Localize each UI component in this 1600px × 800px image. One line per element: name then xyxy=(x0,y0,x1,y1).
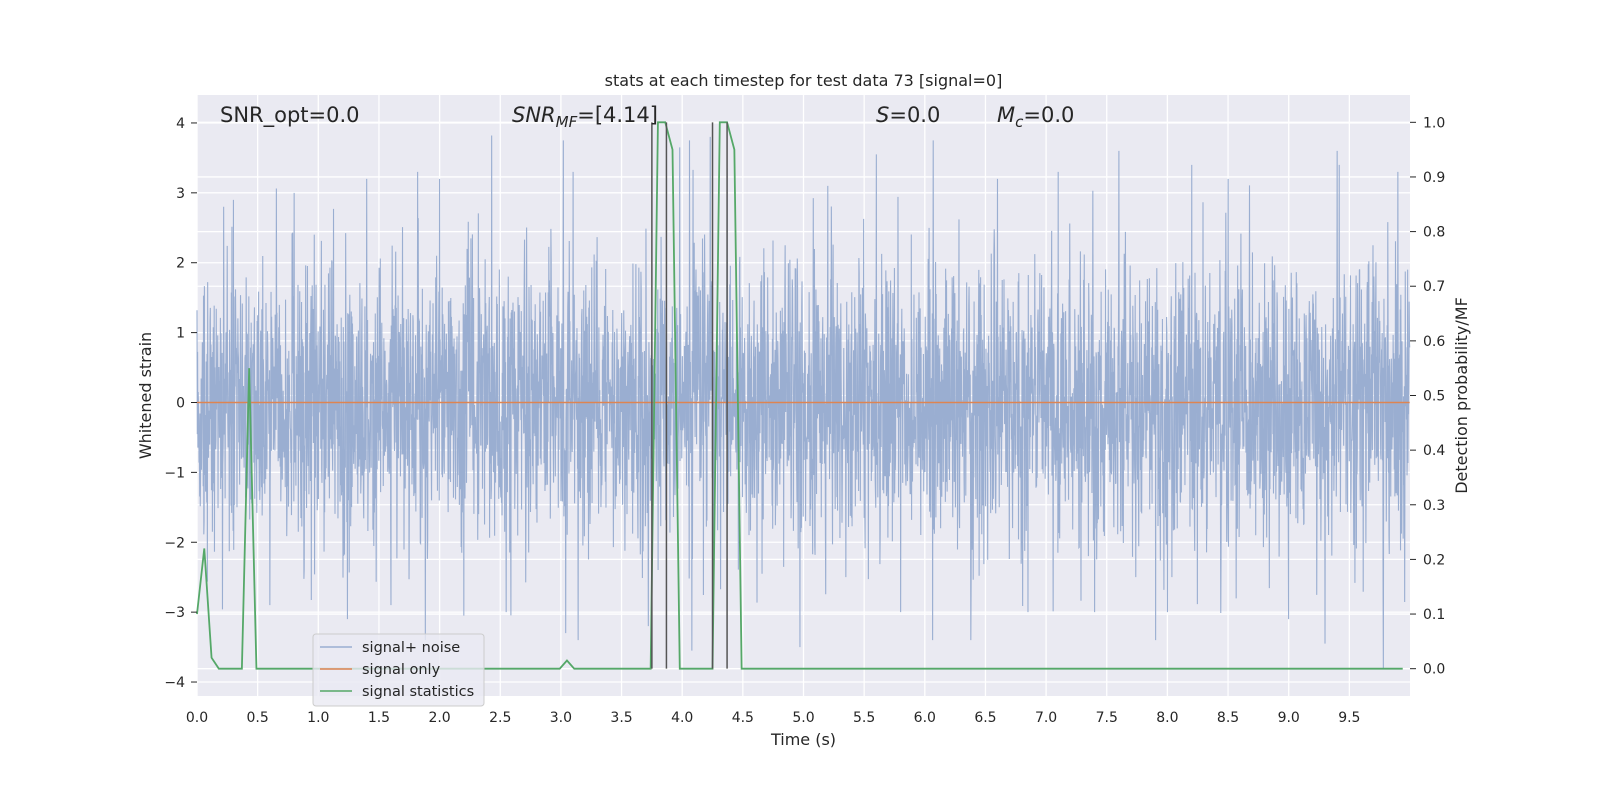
y2-tick-label: 0.7 xyxy=(1423,279,1445,295)
y2-tick-label: 0.9 xyxy=(1423,170,1445,186)
series-layer xyxy=(196,121,1411,670)
y2-tick-label: 1.0 xyxy=(1423,115,1445,131)
x-tick-label: 6.0 xyxy=(914,710,936,726)
x-tick-label: 2.0 xyxy=(428,710,450,726)
x-tick-label: 8.5 xyxy=(1217,710,1239,726)
x-tick-label: 6.5 xyxy=(974,710,996,726)
x-tick-label: 3.0 xyxy=(550,710,572,726)
legend: signal+ noise signal only signal statist… xyxy=(312,633,485,707)
x-tick-label: 7.5 xyxy=(1096,710,1118,726)
x-tick-label: 8.0 xyxy=(1156,710,1178,726)
y-axis-label: Whitened strain xyxy=(136,332,155,459)
y2-tick-label: 0.5 xyxy=(1423,389,1445,405)
y-tick-label: 2 xyxy=(176,256,185,272)
y-tick-label: −1 xyxy=(164,465,185,481)
chart-title: stats at each timestep for test data 73 … xyxy=(605,71,1003,90)
s-value: =0.0 xyxy=(889,103,940,127)
y-tick-label: −3 xyxy=(164,605,185,621)
x-tick-label: 9.5 xyxy=(1338,710,1360,726)
x-tick-label: 7.0 xyxy=(1035,710,1057,726)
y2-tick-label: 0.8 xyxy=(1423,225,1445,241)
x-tick-label: 9.0 xyxy=(1278,710,1300,726)
y-tick-label: −4 xyxy=(164,675,185,691)
x-tick-label: 4.0 xyxy=(671,710,693,726)
legend-label-signal-noise: signal+ noise xyxy=(362,640,460,656)
y-tick-label: 3 xyxy=(176,186,185,202)
legend-label-signal-statistics: signal statistics xyxy=(362,684,474,700)
legend-box xyxy=(312,633,485,707)
x-ticks: 0.0 0.5 1.0 1.5 2.0 2.5 3.0 3.5 4.0 4.5 5.0 5.5 6.0 6… xyxy=(186,710,1361,726)
snr-mf-value: =[4.14] xyxy=(577,103,658,127)
y2-ticks: 0.0 0.1 0.2 0.3 0.4 0.5 0.6 0.7 0.8 0.9 1.0 xyxy=(1410,115,1445,678)
x-tick-label: 0.0 xyxy=(186,710,208,726)
y-tick-label: 4 xyxy=(176,116,185,132)
y2-tick-label: 0.2 xyxy=(1423,552,1445,568)
y-ticks: −4 −3 −2 −1 0 1 2 3 4 xyxy=(164,116,197,691)
mc-sub: c xyxy=(1015,113,1024,131)
snr-mf-base: SNR xyxy=(512,103,556,127)
y2-tick-label: 0.4 xyxy=(1423,443,1445,459)
y2-tick-label: 0.0 xyxy=(1423,662,1445,678)
y2-tick-label: 0.1 xyxy=(1423,607,1445,623)
x-tick-label: 5.0 xyxy=(792,710,814,726)
snr-mf-sub: MF xyxy=(556,113,578,131)
annotation-snr-mf: SNRMF=[4.14] xyxy=(512,103,658,131)
y2-axis-label: Detection probability/MF xyxy=(1452,297,1471,494)
annotation-snr-opt: SNR_opt=0.0 xyxy=(220,103,360,128)
x-axis-label: Time (s) xyxy=(770,730,836,749)
s-var: S xyxy=(876,103,889,127)
y-tick-label: 1 xyxy=(176,326,185,342)
mc-value: =0.0 xyxy=(1023,103,1074,127)
legend-label-signal-only: signal only xyxy=(362,662,441,678)
x-tick-label: 5.5 xyxy=(853,710,875,726)
y-tick-label: 0 xyxy=(176,395,185,411)
x-tick-label: 4.5 xyxy=(732,710,754,726)
series-signal-statistics xyxy=(196,121,1403,670)
x-tick-label: 3.5 xyxy=(610,710,632,726)
series-signal-noise xyxy=(196,135,1411,669)
x-tick-label: 2.5 xyxy=(489,710,511,726)
y-tick-label: −2 xyxy=(164,535,185,551)
annotation-s: S=0.0 xyxy=(876,103,940,127)
y2-tick-label: 0.3 xyxy=(1423,498,1445,514)
x-tick-label: 1.5 xyxy=(368,710,390,726)
mc-var: M xyxy=(997,103,1015,127)
x-tick-label: 0.5 xyxy=(247,710,269,726)
annotation-mc: Mc=0.0 xyxy=(997,103,1074,131)
x-tick-label: 1.0 xyxy=(307,710,329,726)
y2-tick-label: 0.6 xyxy=(1423,334,1445,350)
